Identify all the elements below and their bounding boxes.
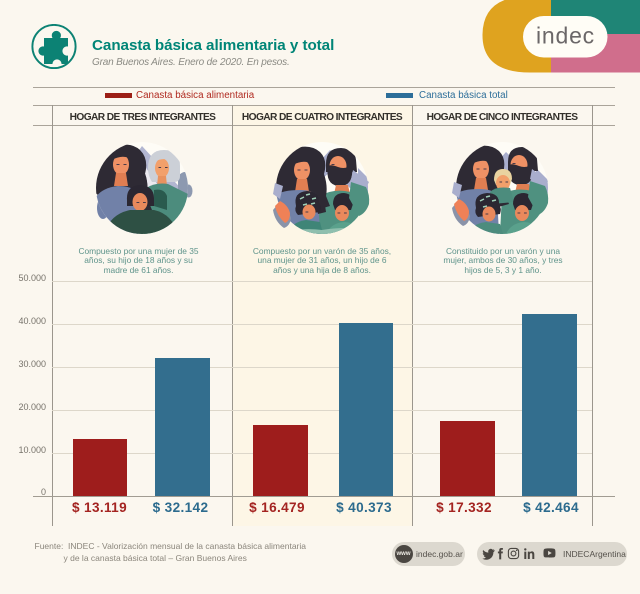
svg-text:indec: indec bbox=[536, 23, 595, 49]
